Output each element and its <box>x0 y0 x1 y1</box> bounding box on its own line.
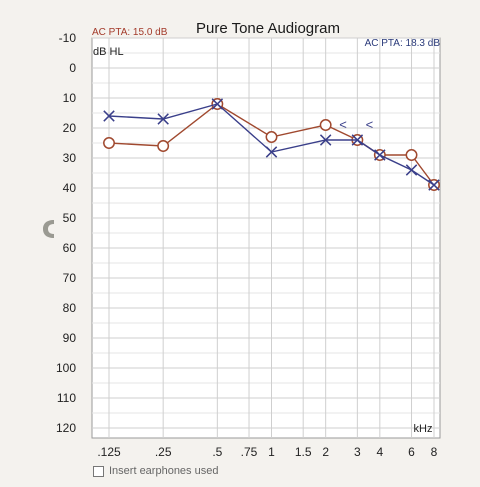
x-tick-label: 1 <box>268 445 275 459</box>
x-marker <box>374 149 386 161</box>
x-marker <box>211 98 224 110</box>
circle-marker <box>157 140 170 152</box>
y-tick-label: -10 <box>59 31 77 45</box>
earphones-checkbox[interactable] <box>93 465 104 477</box>
pta-right-label: AC PTA: 18.3 dB <box>365 38 441 49</box>
grid <box>92 37 440 438</box>
circle-marker <box>265 131 278 143</box>
earphones-option[interactable]: Insert earphones used <box>93 465 218 477</box>
pta-left-label: AC PTA: 15.0 dB <box>92 27 168 38</box>
chart-title: Pure Tone Audiogram <box>196 20 340 37</box>
x-axis-label: kHz <box>414 423 433 435</box>
y-tick-label: 70 <box>63 271 77 285</box>
y-tick-label: 100 <box>56 361 76 375</box>
x-tick-label: .5 <box>212 445 222 459</box>
x-marker <box>428 179 440 191</box>
side-tab-icon <box>43 220 54 238</box>
x-marker <box>319 134 332 146</box>
plot-area <box>91 37 441 439</box>
x-tick-label: 2 <box>322 445 329 459</box>
y-tick-label: 40 <box>63 181 77 195</box>
y-tick-label: 90 <box>63 331 77 345</box>
x-marker <box>103 110 115 122</box>
y-tick-label: 50 <box>63 211 77 225</box>
circle-marker <box>319 119 332 131</box>
y-tick-label: 30 <box>63 151 77 165</box>
bone-conduction-marker: < <box>339 117 347 132</box>
x-tick-labels: .125 .25 .5 .75 1 1.5 2 3 4 6 8 <box>97 445 437 459</box>
x-tick-label: 1.5 <box>295 445 312 459</box>
x-tick-label: 8 <box>431 445 438 459</box>
x-tick-label: .25 <box>155 445 172 459</box>
x-tick-label: .125 <box>97 445 121 459</box>
series-layer: < < <box>103 98 440 191</box>
y-tick-label: 80 <box>63 301 77 315</box>
circle-marker <box>405 149 418 161</box>
circle-marker <box>103 137 115 149</box>
x-tick-label: .75 <box>241 445 258 459</box>
y-axis-label: dB HL <box>93 46 124 58</box>
x-tick-label: 3 <box>354 445 361 459</box>
x-marker <box>265 146 278 158</box>
x-marker <box>157 113 169 125</box>
bone-conduction-marker: < <box>366 117 374 132</box>
y-tick-label: 60 <box>63 241 77 255</box>
y-tick-label: 20 <box>63 121 77 135</box>
y-tick-label: 10 <box>63 91 77 105</box>
x-tick-label: 6 <box>408 445 415 459</box>
y-tick-label: 0 <box>69 61 76 75</box>
x-marker <box>351 134 364 146</box>
x-tick-label: 4 <box>376 445 383 459</box>
x-marker <box>405 164 418 176</box>
y-tick-labels: -10 0 10 20 30 40 50 60 70 80 90 100 110 120 <box>56 31 76 435</box>
earphones-label: Insert earphones used <box>109 465 219 477</box>
y-tick-label: 120 <box>56 421 76 435</box>
series-1 <box>103 98 440 191</box>
y-tick-label: 110 <box>57 391 76 405</box>
